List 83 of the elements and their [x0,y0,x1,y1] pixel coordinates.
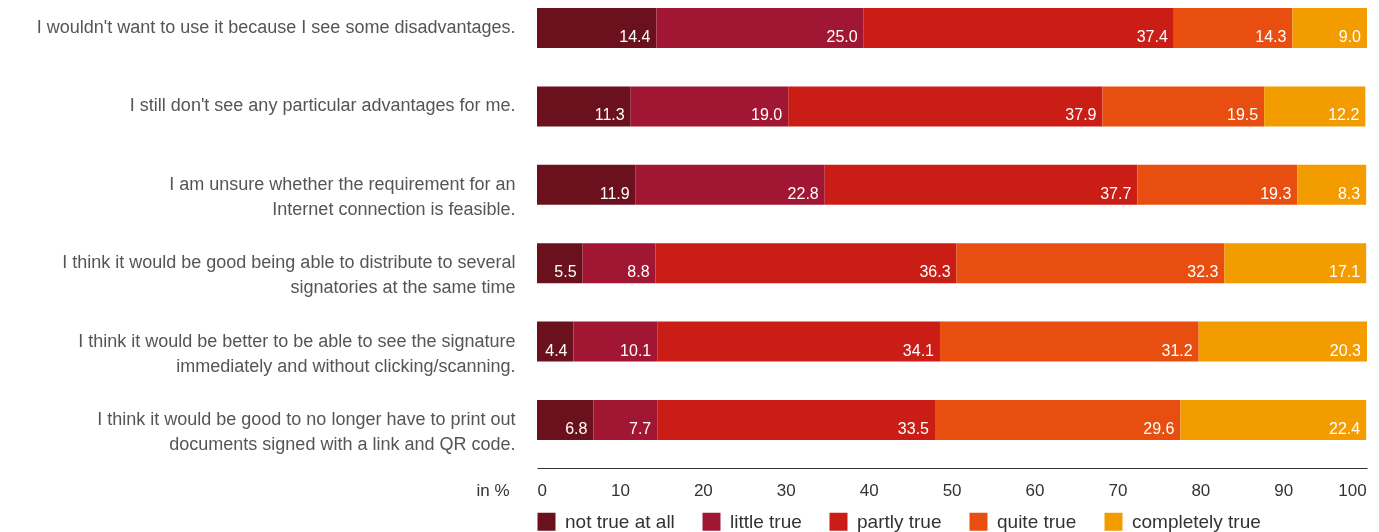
bar [1297,164,1367,205]
x-tick-label: 60 [1025,480,1045,500]
data-label: 5.5 [554,263,577,281]
x-tick-label: 100 [1338,480,1367,500]
bar [1224,243,1367,284]
bar [582,243,656,284]
data-label: 7.7 [628,419,652,437]
bar [593,400,658,440]
data-label: 19.3 [1260,184,1292,202]
x-tick-label: 30 [776,480,796,500]
data-label: 37.7 [1100,184,1132,202]
y-tick-label: I wouldn't want to use it because I see some disadvantages. [36,16,516,37]
bar [824,164,1138,205]
x-tick-label: 20 [693,480,713,500]
y-tick-label: I think it would be good to no longer have to print out documents signed with a link and QR code. [97,409,516,454]
bar [657,400,935,440]
bar [788,86,1103,127]
bar [655,243,957,284]
data-label: 17.1 [1329,263,1361,281]
y-tick-label: I think it would be good being able to distribute to several signatories at the same time [62,252,516,298]
data-label: 20.3 [1329,341,1362,359]
data-label: 8.3 [1337,184,1361,202]
x-tick-label: 90 [1274,480,1294,500]
bar [635,164,825,205]
bar [1292,8,1367,48]
data-label: 22.8 [787,184,819,202]
x-tick-label: 70 [1108,480,1128,500]
data-label: 19.5 [1227,106,1259,124]
x-tick-label: 0 [537,480,547,500]
x-tick-label: 80 [1191,480,1211,500]
x-tick-label: 10 [610,480,630,500]
bar [1180,400,1367,440]
bar [1102,86,1265,127]
data-label: 11.3 [594,106,625,124]
bar [935,400,1181,440]
bar [1264,86,1366,127]
x-tick-label: 40 [859,480,879,500]
bar [537,164,636,205]
data-label: 9.0 [1338,27,1362,45]
data-label: 6.8 [565,419,588,437]
data-label: 36.3 [919,263,951,281]
y-tick-label: I still don't see any particular advantages for me. [129,95,516,116]
data-label: 10.1 [620,341,652,359]
data-label: 14.3 [1255,27,1287,45]
data-label: 31.2 [1161,341,1193,359]
data-label: 11.9 [599,184,630,202]
data-label: 37.9 [1065,106,1097,124]
bar [657,321,940,362]
legend-label: partly true [857,510,942,532]
legend-label: completely true [1132,510,1261,532]
y-tick-label: I think it would be better to be able to see the signature immediately and without clicking/scanning. [78,330,516,376]
bar [537,243,583,284]
bar [537,400,594,440]
bar [1137,164,1298,205]
data-label: 22.4 [1329,419,1361,437]
bar [630,86,789,127]
legend-label: little true [730,510,802,532]
bar [537,8,657,48]
data-label: 19.0 [751,106,783,124]
bar [956,243,1225,284]
bar [573,321,658,362]
bar [656,8,864,48]
data-label: 12.2 [1328,106,1360,124]
data-label: 34.1 [902,341,935,359]
bar [1173,8,1293,48]
data-label: 37.4 [1136,27,1168,45]
data-label: 33.5 [897,419,930,437]
data-label: 29.6 [1143,419,1175,437]
y-tick-label: I am unsure whether the requirement for an Internet connection is feasible. [169,173,516,219]
x-axis-title: in % [476,480,510,500]
data-label: 14.4 [619,27,651,45]
legend-label: quite true [997,510,1077,532]
data-label: 8.8 [627,263,650,281]
data-label: 25.0 [826,27,858,45]
x-tick-label: 50 [942,480,962,500]
bar [1198,321,1367,362]
bar [537,321,574,362]
bar [939,321,1199,362]
legend-label: not true at all [565,510,675,532]
bar [863,8,1174,48]
data-label: 4.4 [545,341,568,359]
bar [537,86,631,127]
data-label: 32.3 [1187,263,1219,281]
